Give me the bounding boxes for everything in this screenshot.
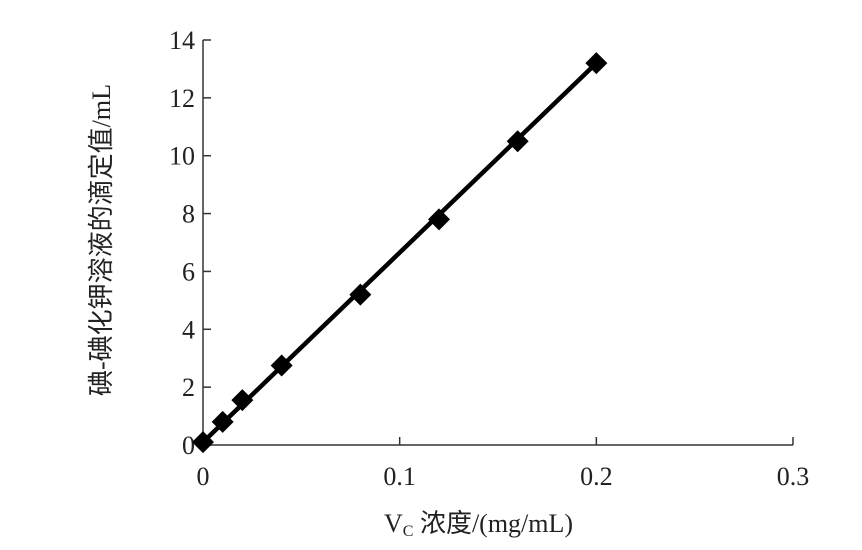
x-axis-title: VC 浓度/(mg/mL) [384, 509, 573, 540]
data-point [211, 410, 234, 433]
x-ticks: 0 0.1 0.2 0.3 [197, 437, 810, 491]
y-ticks: 0 2 4 6 8 10 12 14 [169, 26, 211, 460]
data-point [231, 389, 254, 412]
plot-area: 0 0.1 0.2 0.3 0 2 4 6 8 10 12 14 [169, 26, 809, 491]
y-tick-label: 14 [169, 26, 195, 55]
y-tick-label: 2 [182, 373, 195, 402]
x-tick-label: 0.3 [777, 462, 810, 491]
y-tick-label: 10 [169, 142, 195, 171]
y-axis-title: 碘-碘化钾溶液的滴定值/mL [87, 84, 116, 396]
x-axis-title-main: V [384, 509, 403, 538]
y-tick-label: 0 [182, 431, 195, 460]
y-tick-label: 4 [182, 315, 195, 344]
x-axis-title-subscript: C [403, 523, 414, 540]
data-point [428, 208, 450, 231]
data-point [585, 52, 608, 75]
data-point [192, 431, 214, 454]
fit-line [200, 60, 599, 445]
data-point [270, 354, 293, 377]
data-point [506, 130, 529, 153]
y-tick-label: 8 [182, 200, 195, 229]
data-point [349, 283, 372, 306]
x-tick-label: 0.1 [383, 462, 416, 491]
y-tick-label: 6 [182, 257, 195, 286]
x-tick-label: 0.2 [580, 462, 613, 491]
series-layer [192, 52, 608, 454]
x-tick-label: 0 [197, 462, 210, 491]
x-axis-title-rest: 浓度/(mg/mL) [413, 509, 573, 538]
y-tick-label: 12 [169, 84, 195, 113]
